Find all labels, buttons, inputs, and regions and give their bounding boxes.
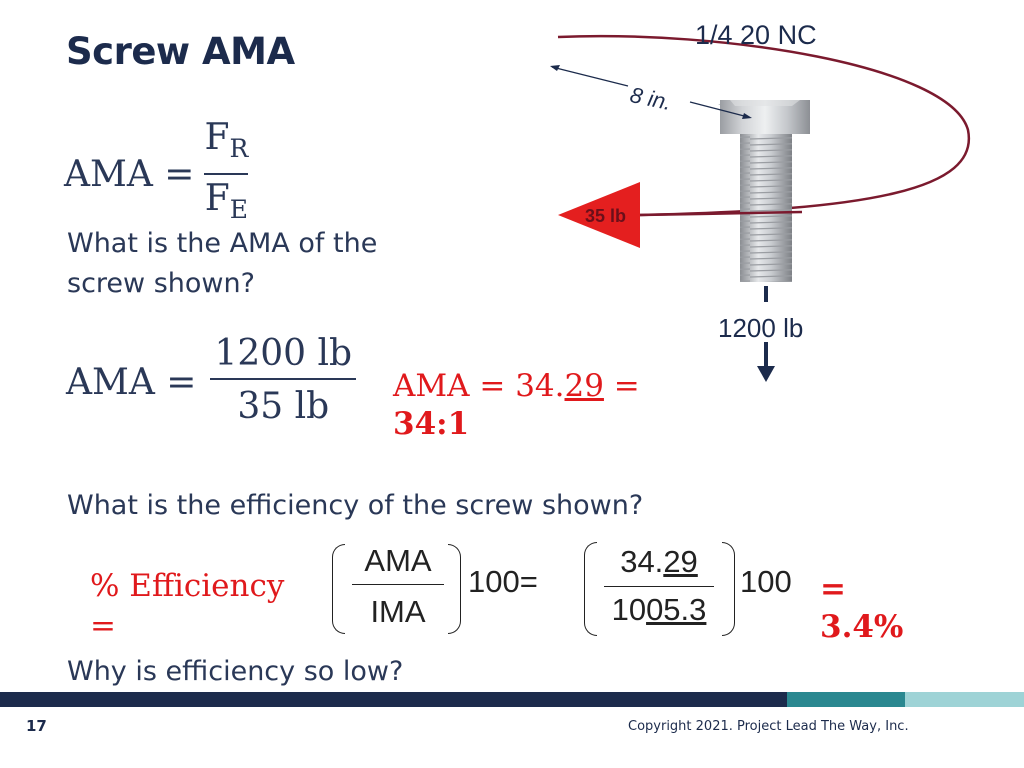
- efficiency-fraction: AMA IMA: [352, 538, 444, 635]
- efficiency-times-2: 100: [740, 564, 792, 599]
- ama-calculation: AMA = 1200 lb 35 lb: [66, 330, 357, 434]
- efficiency-label-equals: =: [90, 608, 116, 644]
- footer-band-light: [905, 692, 1024, 707]
- footer-band-navy: [0, 692, 787, 707]
- efficiency-result-value: 3.4%: [820, 609, 904, 645]
- ama-calc-denominator: 35 lb: [237, 386, 330, 427]
- ama-result-underlined: 29: [564, 368, 604, 404]
- footer-band-teal: [787, 692, 905, 707]
- question-efficiency: What is the efficiency of the screw show…: [67, 490, 644, 521]
- ama-formula-lhs: AMA =: [64, 153, 195, 195]
- ama-formula-numerator: F: [204, 117, 230, 158]
- ama-formula-denominator: F: [204, 178, 230, 220]
- efficiency-label: % Efficiency =: [90, 566, 284, 646]
- load-label: 1200 lb: [718, 313, 804, 343]
- right-paren-1: [448, 544, 461, 634]
- thread-label: 1/4 20 NC: [695, 20, 817, 50]
- efficiency-den2-prefix: 10: [611, 592, 647, 627]
- efficiency-frac-numerator: AMA: [364, 543, 432, 578]
- efficiency-times: 100=: [468, 564, 538, 599]
- ama-calc-numerator: 1200 lb: [214, 333, 353, 374]
- ama-calc-fraction: 1200 lb 35 lb: [210, 330, 357, 434]
- page-number: 17: [26, 717, 47, 735]
- ama-formula-denominator-sub: E: [229, 195, 248, 225]
- efficiency-label-text: % Efficiency: [90, 568, 285, 604]
- ama-formula-fraction: FR FE: [204, 114, 249, 234]
- efficiency-frac-denominator: IMA: [370, 594, 426, 629]
- efficiency-num2-underlined: 29: [663, 544, 698, 579]
- ama-calc-lhs: AMA =: [66, 361, 197, 403]
- ama-formula: AMA = FR FE: [64, 114, 249, 234]
- screw-diagram: [550, 34, 971, 382]
- left-paren-1: [332, 544, 345, 634]
- question-why-low: Why is efficiency so low?: [67, 656, 404, 687]
- ama-result: AMA = 34.29 = 34:1: [393, 367, 640, 443]
- load-arrow-head: [757, 366, 775, 382]
- efficiency-numbers-fraction: 34.29 1005.3: [598, 540, 720, 631]
- ama-result-ratio: 34:1: [393, 406, 470, 442]
- efficiency-den2-underlined: 05.3: [646, 592, 707, 627]
- efficiency-result: = 3.4%: [820, 570, 903, 646]
- efficiency-num2-prefix: 34.: [620, 544, 664, 579]
- efficiency-result-equals: =: [820, 571, 846, 607]
- question-ama: What is the AMA of the screw shown?: [67, 228, 378, 299]
- effort-orbit-path: [557, 34, 971, 217]
- ama-formula-numerator-sub: R: [229, 134, 249, 164]
- slide-title: Screw AMA: [66, 30, 295, 73]
- ama-result-suffix: =: [603, 368, 640, 404]
- right-paren-2: [722, 542, 735, 636]
- radius-arrow: [551, 66, 629, 87]
- ama-result-prefix: AMA = 34.: [393, 368, 565, 404]
- left-paren-2: [584, 542, 597, 636]
- copyright: Copyright 2021. Project Lead The Way, In…: [628, 719, 909, 734]
- effort-arrow: [558, 182, 640, 248]
- effort-label: 35 lb: [585, 206, 627, 226]
